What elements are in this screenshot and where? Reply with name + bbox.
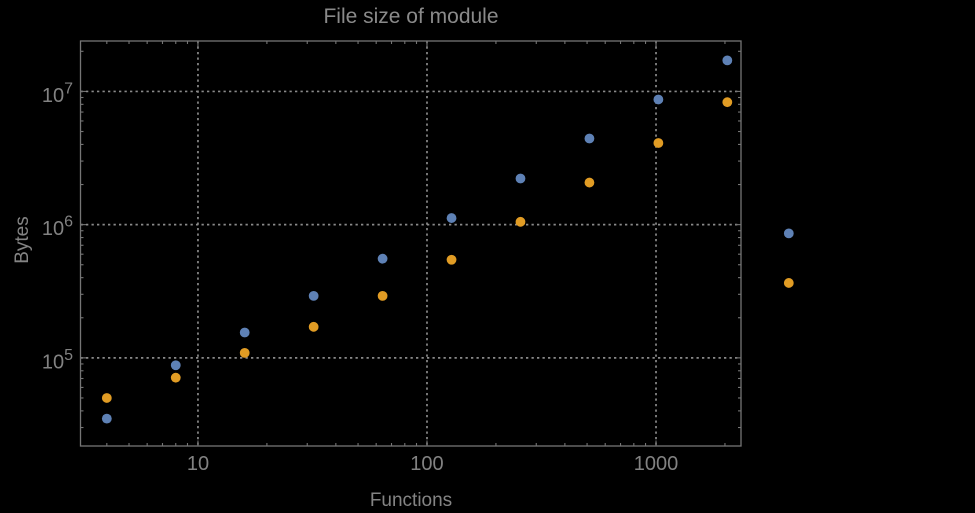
plot-frame (79, 40, 742, 447)
series-orange (101, 97, 794, 403)
data-point (308, 290, 319, 301)
data-points-layer (101, 55, 794, 424)
data-point (584, 177, 595, 188)
data-point (170, 372, 181, 383)
x-axis-label: Functions (369, 490, 453, 511)
y-tick-label: 105 (42, 347, 73, 374)
data-point (101, 413, 112, 424)
data-point (239, 347, 250, 358)
grid-layer (80, 41, 741, 446)
data-point (101, 393, 112, 403)
data-point (722, 55, 733, 66)
data-point (377, 290, 388, 301)
series-blue (101, 55, 794, 424)
data-point (653, 138, 664, 148)
tick-label-layer: 10 100 1000 105 106 107 (42, 80, 678, 475)
data-point (515, 173, 526, 184)
x-tick-label: 100 (410, 453, 443, 475)
chart-title: File size of module (323, 5, 499, 28)
data-point (308, 321, 319, 332)
tick-layer (80, 41, 741, 446)
data-point (446, 254, 457, 265)
data-point (239, 327, 250, 338)
data-point (722, 97, 733, 108)
frame-layer (79, 40, 742, 447)
data-point (584, 133, 595, 144)
data-point (170, 360, 181, 371)
data-point (515, 216, 526, 227)
y-axis-label: Bytes (12, 216, 33, 264)
y-tick-label: 106 (42, 214, 73, 241)
x-tick-label: 10 (187, 453, 209, 475)
data-point (783, 228, 794, 239)
x-tick-label: 1000 (634, 453, 679, 475)
y-tick-label: 107 (42, 80, 73, 107)
data-point (783, 278, 794, 288)
data-point (377, 253, 388, 264)
data-point (653, 94, 664, 105)
data-point (446, 213, 457, 223)
